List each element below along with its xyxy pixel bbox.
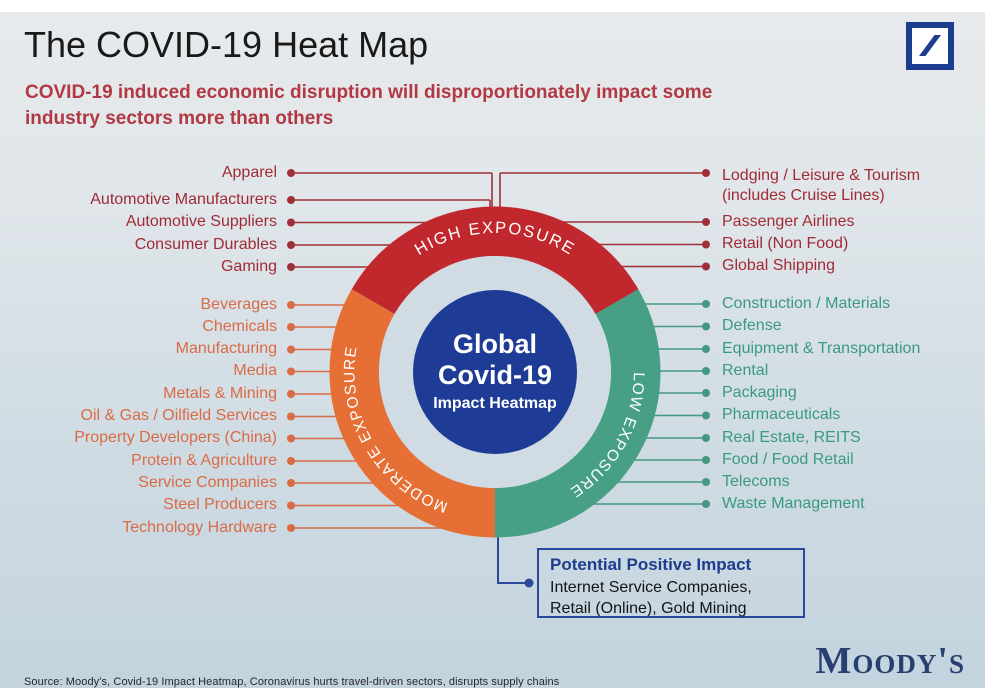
connector-dot — [287, 390, 295, 398]
source-attribution: Source: Moody's, Covid-19 Impact Heatmap… — [24, 676, 560, 688]
sector-label: Apparel — [221, 164, 277, 181]
sector-label: Automotive Manufacturers — [90, 191, 277, 208]
sector-label: Real Estate, REITS — [722, 429, 861, 446]
connector-dot — [287, 263, 295, 271]
sector-label: Steel Producers — [163, 496, 277, 513]
connector-dot — [702, 300, 710, 308]
sector-label: Global Shipping — [722, 257, 835, 274]
sector-label: Property Developers (China) — [74, 429, 277, 446]
center-title-line-1: Global — [452, 329, 537, 359]
sector-label: Manufacturing — [175, 340, 277, 357]
sector-label: Telecoms — [722, 473, 790, 490]
page-title: The COVID-19 Heat Map — [24, 24, 429, 65]
positive-impact-box: Potential Positive Impact Internet Servi… — [537, 548, 805, 618]
sector-label: Oil & Gas / Oilfield Services — [80, 407, 278, 424]
donut-segment-low-exposure — [494, 289, 661, 538]
sector-label: Passenger Airlines — [722, 213, 855, 230]
positive-impact-line-2: Retail (Online), Gold Mining — [550, 600, 747, 617]
deutsche-bank-slash-icon — [919, 35, 941, 56]
sector-label: Food / Food Retail — [722, 451, 854, 468]
connector-dot — [287, 434, 295, 443]
deutsche-bank-logo — [906, 22, 954, 70]
connector-dot — [287, 196, 295, 204]
deutsche-bank-frame — [906, 22, 954, 70]
connector-dot — [702, 169, 710, 177]
connector-dot — [287, 457, 295, 465]
connector-dot — [287, 412, 295, 421]
subtitle-line-2: industry sectors more than others — [25, 108, 334, 129]
sector-label: Beverages — [200, 296, 278, 313]
center-title-line-2: Covid-19 — [437, 360, 553, 390]
sector-label: Media — [233, 362, 277, 379]
connector-dot — [287, 323, 295, 331]
connector-dot — [702, 240, 710, 249]
donut-center-badge: Global Covid-19 Impact Heatmap — [413, 290, 577, 454]
sector-label: Gaming — [220, 258, 277, 275]
sector-label-line-1: Lodging / Leisure & Tourism — [722, 167, 921, 184]
connector-dot — [287, 301, 295, 309]
connector-dot — [702, 389, 710, 397]
sector-label: Waste Management — [722, 495, 865, 512]
connector-dot — [287, 169, 295, 177]
sector-label: Equipment & Transportation — [722, 340, 921, 357]
sector-label: Chemicals — [202, 318, 277, 335]
sector-label: Pharmaceuticals — [722, 406, 841, 423]
connector-dot — [702, 322, 710, 331]
connector-dot — [287, 367, 295, 376]
page-subtitle: COVID-19 induced economic disruption wil… — [25, 80, 712, 132]
connector-dot — [287, 479, 295, 487]
sector-label: Consumer Durables — [134, 236, 277, 253]
connector-dot — [702, 218, 710, 226]
subtitle-line-1: COVID-19 induced economic disruption wil… — [25, 82, 713, 103]
sector-label-line-2: (includes Cruise Lines) — [722, 187, 885, 204]
connector-dot — [287, 501, 295, 510]
moodys-logo: Moody's — [815, 640, 965, 682]
connector-dot — [287, 524, 295, 532]
donut-ring — [329, 206, 661, 538]
sector-label: Protein & Agriculture — [131, 452, 277, 469]
sector-label: Automotive Suppliers — [125, 213, 277, 230]
sector-label: Retail (Non Food) — [722, 235, 849, 252]
donut-segment-moderate-exposure — [329, 289, 496, 538]
connector-dot — [702, 434, 710, 442]
positive-impact-line-1: Internet Service Companies, — [550, 579, 752, 596]
connector-dot — [702, 500, 710, 508]
connector-dot — [702, 345, 710, 353]
center-subtitle: Impact Heatmap — [433, 395, 557, 412]
sector-label: Service Companies — [138, 474, 277, 491]
sector-label: Lodging / Leisure & Tourism (includes Cr… — [722, 166, 920, 206]
connector-dot — [524, 578, 534, 588]
donut-segment-high-exposure — [351, 206, 639, 315]
connector-dot — [702, 367, 710, 375]
sector-label: Construction / Materials — [722, 295, 891, 312]
connector-dot — [702, 262, 710, 271]
connector-dot — [287, 218, 295, 227]
connector-dot — [702, 411, 710, 420]
connector-dot — [287, 345, 295, 354]
connector-dot — [287, 241, 295, 249]
sector-label: Defense — [722, 317, 782, 334]
connector-positive-box — [497, 525, 534, 588]
sector-label: Packaging — [722, 384, 797, 401]
sector-label: Metals & Mining — [163, 385, 277, 402]
connector-dot — [702, 478, 710, 486]
sector-label: Technology Hardware — [122, 519, 277, 536]
connector-dot — [702, 456, 710, 464]
sector-label: Rental — [722, 362, 769, 379]
positive-impact-title: Potential Positive Impact — [550, 555, 752, 574]
